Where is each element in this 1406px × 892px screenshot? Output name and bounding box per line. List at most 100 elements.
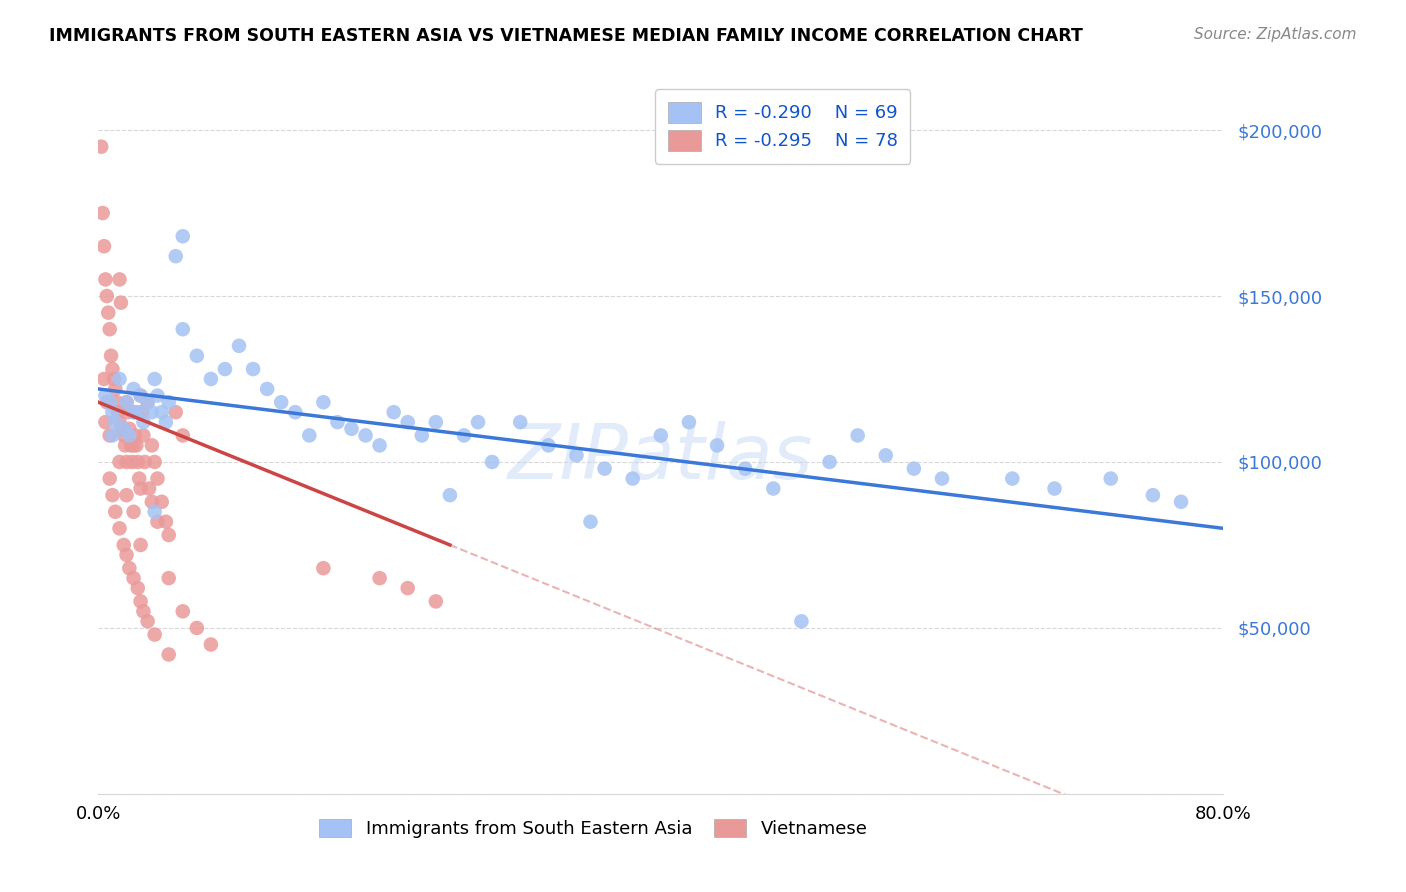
Point xyxy=(115,548,138,562)
Point xyxy=(141,405,163,419)
Point xyxy=(100,349,122,363)
Point xyxy=(101,488,124,502)
Point xyxy=(165,249,187,263)
Point xyxy=(112,422,135,436)
Point xyxy=(228,339,250,353)
Point xyxy=(118,428,141,442)
Point xyxy=(1001,472,1024,486)
Point xyxy=(118,422,141,436)
Point xyxy=(141,438,163,452)
Point xyxy=(127,581,149,595)
Point xyxy=(1099,472,1122,486)
Point xyxy=(98,395,121,409)
Point xyxy=(155,415,177,429)
Point xyxy=(579,515,602,529)
Point xyxy=(136,615,159,629)
Point xyxy=(312,561,335,575)
Point xyxy=(98,428,121,442)
Point xyxy=(128,472,150,486)
Point xyxy=(108,372,131,386)
Point xyxy=(132,604,155,618)
Point xyxy=(143,505,166,519)
Point xyxy=(112,538,135,552)
Point xyxy=(101,428,124,442)
Point xyxy=(340,422,363,436)
Point xyxy=(129,594,152,608)
Point xyxy=(93,372,115,386)
Point xyxy=(96,395,118,409)
Point xyxy=(931,472,953,486)
Point xyxy=(120,438,142,452)
Point xyxy=(107,405,129,419)
Point xyxy=(131,405,153,419)
Point xyxy=(150,405,173,419)
Point xyxy=(368,571,391,585)
Point xyxy=(411,428,433,442)
Point xyxy=(509,415,531,429)
Point xyxy=(790,615,813,629)
Point xyxy=(186,349,208,363)
Point xyxy=(108,455,131,469)
Point xyxy=(122,438,145,452)
Point xyxy=(172,229,194,244)
Point xyxy=(122,405,145,419)
Point xyxy=(129,538,152,552)
Point xyxy=(284,405,307,419)
Point xyxy=(101,405,124,419)
Point xyxy=(298,428,321,442)
Point xyxy=(129,482,152,496)
Point xyxy=(172,428,194,442)
Point xyxy=(104,382,127,396)
Point xyxy=(122,382,145,396)
Point xyxy=(93,239,115,253)
Point xyxy=(425,594,447,608)
Point xyxy=(94,388,117,402)
Text: IMMIGRANTS FROM SOUTH EASTERN ASIA VS VIETNAMESE MEDIAN FAMILY INCOME CORRELATIO: IMMIGRANTS FROM SOUTH EASTERN ASIA VS VI… xyxy=(49,27,1083,45)
Text: ZIPatlas: ZIPatlas xyxy=(508,422,814,495)
Point xyxy=(143,455,166,469)
Point xyxy=(108,272,131,286)
Point xyxy=(108,415,131,429)
Point xyxy=(117,405,139,419)
Point xyxy=(1170,495,1192,509)
Point xyxy=(104,505,127,519)
Point xyxy=(256,382,278,396)
Point xyxy=(122,405,145,419)
Point xyxy=(98,472,121,486)
Point xyxy=(157,571,180,585)
Point xyxy=(621,472,644,486)
Point xyxy=(96,289,118,303)
Point xyxy=(91,206,114,220)
Point xyxy=(242,362,264,376)
Point xyxy=(1043,482,1066,496)
Point xyxy=(112,428,135,442)
Point xyxy=(132,428,155,442)
Point xyxy=(115,488,138,502)
Point xyxy=(678,415,700,429)
Point xyxy=(111,422,134,436)
Point xyxy=(101,362,124,376)
Point xyxy=(1142,488,1164,502)
Point xyxy=(132,415,155,429)
Point xyxy=(108,521,131,535)
Point xyxy=(150,495,173,509)
Point xyxy=(650,428,672,442)
Point xyxy=(396,415,419,429)
Text: Source: ZipAtlas.com: Source: ZipAtlas.com xyxy=(1194,27,1357,42)
Point xyxy=(97,305,120,319)
Point xyxy=(467,415,489,429)
Point xyxy=(136,395,159,409)
Point xyxy=(706,438,728,452)
Point xyxy=(762,482,785,496)
Point xyxy=(200,638,222,652)
Point xyxy=(110,295,132,310)
Point xyxy=(122,505,145,519)
Point xyxy=(115,455,138,469)
Point xyxy=(138,482,160,496)
Point xyxy=(157,395,180,409)
Legend: Immigrants from South Eastern Asia, Vietnamese: Immigrants from South Eastern Asia, Viet… xyxy=(308,808,879,849)
Point xyxy=(98,322,121,336)
Point xyxy=(105,395,128,409)
Point xyxy=(565,448,588,462)
Point xyxy=(172,322,194,336)
